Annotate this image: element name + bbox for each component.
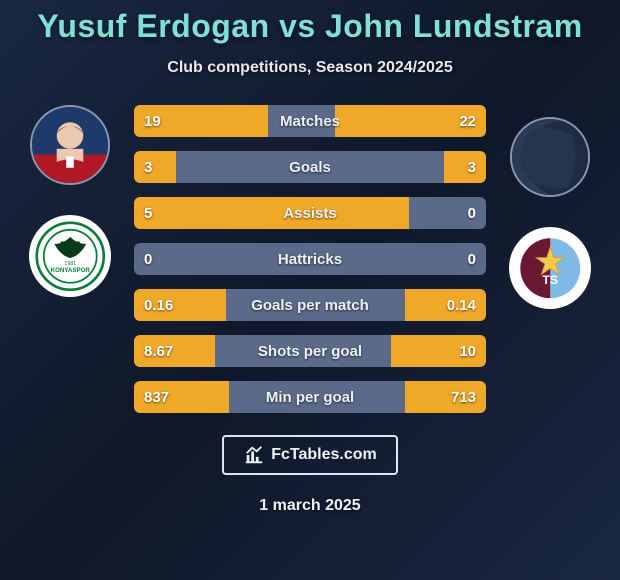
page-title: Yusuf Erdogan vs John Lundstram [37,8,582,45]
metric-label: Assists [134,205,486,222]
metric-row: 1922Matches [134,105,486,137]
metric-row: 837713Min per goal [134,381,486,413]
club-logo-left: KONYASPOR 1981 [29,215,111,297]
player-avatar-right [510,117,590,197]
right-column: TS [490,105,610,309]
brand-chart-icon [243,444,265,466]
content-row: KONYASPOR 1981 1922Matches 33Goals 50Assis… [0,105,620,413]
metric-row: 50Assists [134,197,486,229]
club-logo-right: TS [509,227,591,309]
svg-text:TS: TS [542,273,558,287]
metric-row: 8.6710Shots per goal [134,335,486,367]
comparison-infographic: Yusuf Erdogan vs John Lundstram Club com… [0,0,620,580]
metric-label: Shots per goal [134,343,486,360]
date-label: 1 march 2025 [259,497,360,515]
metric-row: 0.160.14Goals per match [134,289,486,321]
brand-text: FcTables.com [271,446,377,464]
subtitle: Club competitions, Season 2024/2025 [167,59,452,77]
player-avatar-left [30,105,110,185]
metric-label: Goals per match [134,297,486,314]
metric-label: Goals [134,159,486,176]
left-column: KONYASPOR 1981 [10,105,130,297]
club-logo-left-label: KONYASPOR [50,267,90,274]
metric-label: Matches [134,113,486,130]
metric-row: 33Goals [134,151,486,183]
brand-box: FcTables.com [222,435,398,475]
metric-bars: 1922Matches 33Goals 50Assists 00Hattricks 0.… [130,105,490,413]
metric-row: 00Hattricks [134,243,486,275]
metric-label: Min per goal [134,389,486,406]
metric-label: Hattricks [134,251,486,268]
svg-text:1981: 1981 [64,261,76,267]
